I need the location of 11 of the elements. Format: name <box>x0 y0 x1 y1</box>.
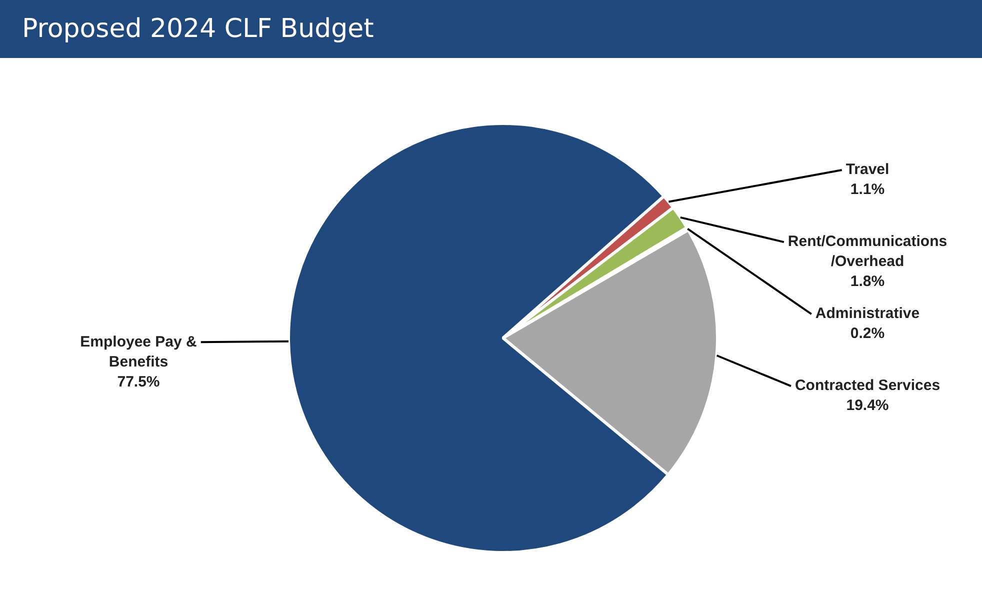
slice-label: Rent/Communications /Overhead <box>788 233 948 270</box>
slice-label: Contracted Services <box>794 377 940 394</box>
slice-label: Administrative <box>815 305 920 322</box>
chart-title: Proposed 2024 CLF Budget <box>0 0 982 58</box>
slice-label: Travel <box>846 161 890 178</box>
data-label: 77.5% <box>117 373 160 390</box>
data-label: 0.2% <box>850 325 885 342</box>
data-label: 1.1% <box>850 181 885 198</box>
data-label: 1.8% <box>850 273 885 290</box>
slice-label: Employee Pay & Benefits <box>80 333 198 370</box>
data-label: 19.4% <box>846 397 889 414</box>
